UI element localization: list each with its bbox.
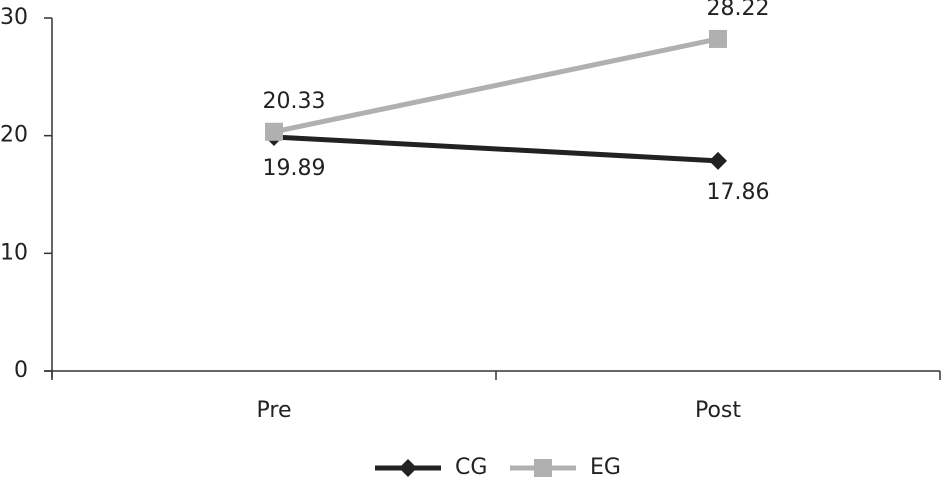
y-tick-label: 10 (0, 240, 28, 265)
marker (709, 151, 727, 170)
y-tick-label: 0 (14, 358, 28, 383)
series-line (273, 36, 719, 135)
marker (709, 29, 727, 48)
data-label: 19.89 (263, 156, 326, 181)
data-label: 28.22 (707, 0, 770, 21)
legend-label: CG (455, 455, 487, 480)
legend-marker (399, 459, 417, 477)
legend-marker (534, 459, 552, 477)
y-tick-label: 20 (0, 123, 28, 148)
x-tick-label: Pre (257, 398, 292, 423)
marker (265, 122, 283, 141)
series-line (273, 134, 719, 164)
data-label: 20.33 (263, 89, 326, 114)
y-tick-label: 30 (0, 5, 28, 30)
data-label: 17.86 (707, 180, 770, 205)
legend-label: EG (590, 455, 621, 480)
x-tick-label: Post (695, 398, 741, 423)
